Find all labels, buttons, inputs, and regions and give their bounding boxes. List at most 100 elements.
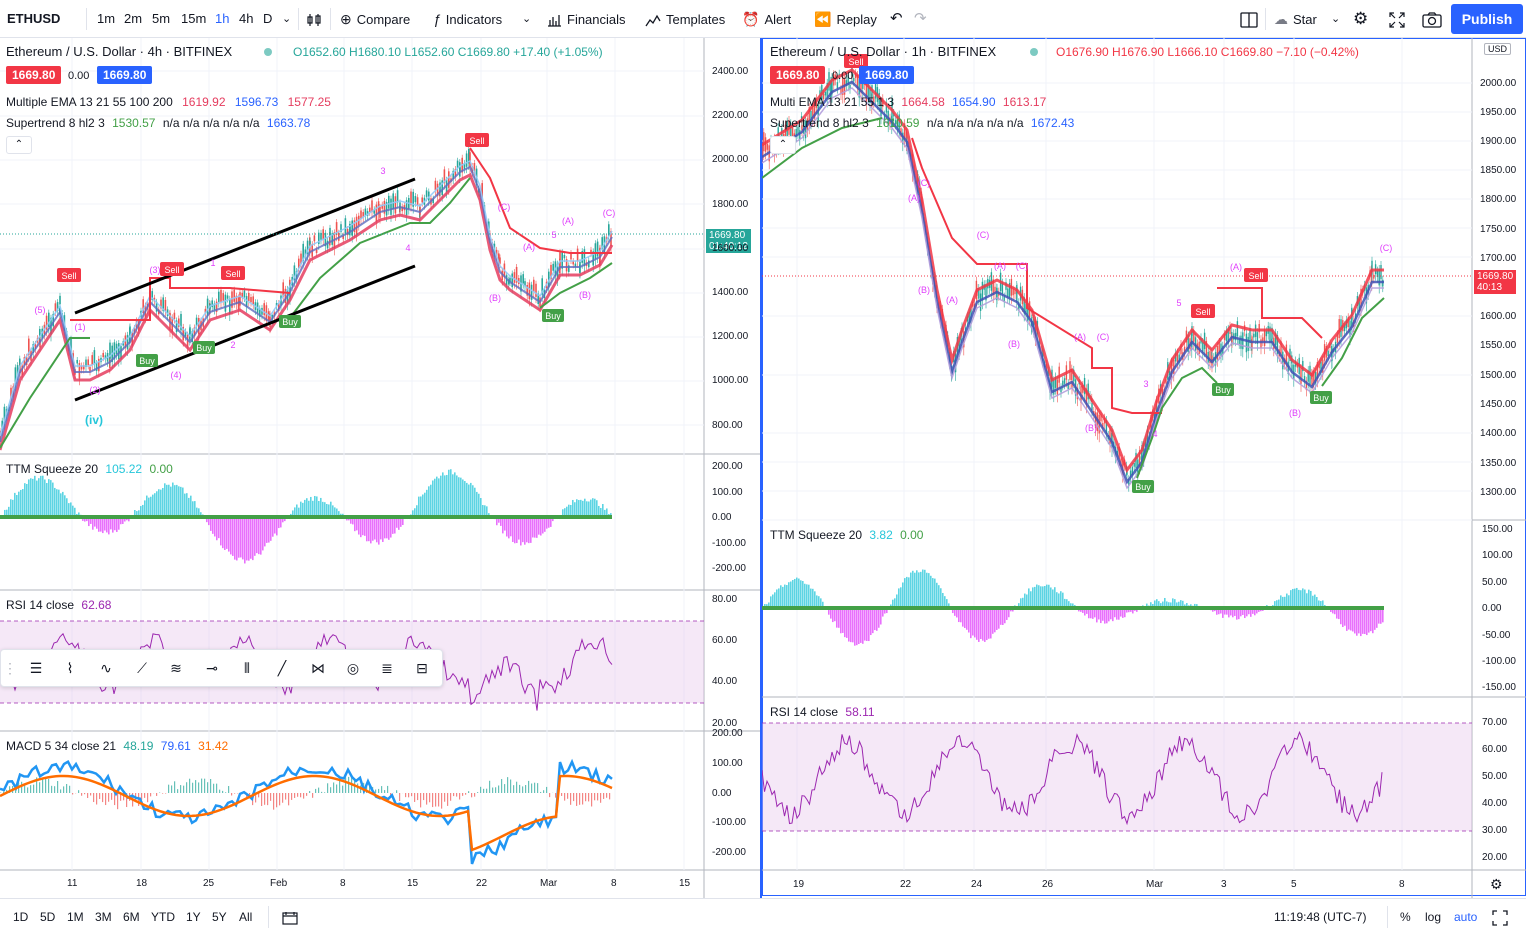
candle-body	[1240, 335, 1242, 349]
horizontal-ray-icon[interactable]: ⊸	[206, 660, 218, 676]
log-toggle[interactable]: log	[1425, 910, 1442, 924]
drawing-toolbar[interactable]: ⋮ ☰ ⌇ ∿ ⟋ ≋ ⊸ ⦀ ╱ ⋈ ◎ ≣ ⊟	[0, 649, 443, 687]
supertrend-legend[interactable]: Supertrend 8 hl2 3 1530.57 n/a n/a n/a n…	[6, 116, 310, 130]
fib-channel-icon[interactable]: ≣	[381, 660, 393, 676]
interval-1m[interactable]: 1m	[97, 11, 116, 26]
camera-icon[interactable]	[1422, 0, 1442, 38]
macd-histogram-bar	[126, 793, 128, 808]
undo-icon[interactable]: ↶	[890, 10, 903, 27]
interval-15m[interactable]: 15m	[181, 11, 207, 26]
chart-separator[interactable]	[760, 38, 762, 898]
left-chart[interactable]: (5) (1) (2) (3) (4) 1 2 3 4 5 (A) (B) (C) (B) (A) (C) (i…	[0, 38, 760, 898]
horizontal-lines-icon[interactable]: ☰	[29, 660, 43, 676]
supertrend-line	[911, 137, 1162, 414]
ttm-legend[interactable]: TTM Squeeze 20 105.22 0.00	[6, 462, 173, 476]
ttm-bar	[586, 501, 588, 517]
right-chart[interactable]: (C) (A) (B) (A) (C) (A) (C) (B) (A) (C) (B) 3 4 5 (A) (…	[762, 38, 1526, 898]
candle-body	[1102, 423, 1104, 429]
vertical-lines-icon[interactable]: ⦀	[243, 660, 251, 676]
symbol-search[interactable]: ETHUSD	[7, 11, 61, 26]
date-range-icon[interactable]	[282, 899, 298, 935]
star-button[interactable]: ☁ Star	[1274, 0, 1317, 38]
buy-price-badge[interactable]: 1669.80	[859, 66, 915, 84]
wave-label: (C)	[1016, 261, 1029, 271]
publish-button[interactable]: Publish	[1451, 4, 1523, 34]
ttm-bar	[182, 487, 184, 517]
pattern-icon[interactable]: ⋈	[311, 660, 325, 676]
macd-histogram-bar	[195, 780, 197, 793]
ttm-legend[interactable]: TTM Squeeze 20 3.82 0.00	[770, 528, 923, 542]
rsi-legend[interactable]: RSI 14 close 62.68	[6, 598, 111, 612]
replay-button[interactable]: ⏪ Replay	[814, 0, 877, 38]
range-5y[interactable]: 5Y	[212, 910, 227, 924]
layout-icon[interactable]	[1240, 0, 1258, 38]
interval-5m[interactable]: 5m	[152, 11, 171, 26]
clock-timezone[interactable]: 11:19:48 (UTC-7)	[1274, 910, 1367, 924]
compare-button[interactable]: ⊕ Compare	[340, 0, 410, 38]
range-5d[interactable]: 5D	[40, 910, 56, 924]
ema-legend[interactable]: Multi EMA 13 21 55 1 3 1664.58 1654.90 1…	[770, 95, 1046, 109]
elliott-wave-icon[interactable]: ∿	[100, 660, 112, 676]
chevron-down-icon[interactable]: ⌄	[1331, 13, 1341, 25]
financials-button[interactable]: Financials	[547, 0, 626, 38]
indicators-button[interactable]: ƒ Indicators	[433, 0, 502, 38]
macd-histogram-bar	[114, 793, 116, 806]
gann-icon[interactable]: ◎	[346, 660, 360, 676]
redo-icon[interactable]: ↷	[914, 10, 927, 27]
templates-button[interactable]: Templates	[645, 0, 725, 38]
ttm-bar	[1146, 603, 1148, 608]
sell-price-badge[interactable]: 1669.80	[770, 66, 826, 84]
right-chart-canvas[interactable]: (C) (A) (B) (A) (C) (A) (C) (B) (A) (C) (B) 3 4 5 (A) (…	[762, 38, 1526, 898]
wave-pattern-icon[interactable]: ⌇	[66, 660, 74, 676]
candle-body	[93, 350, 96, 365]
chart-type-icon[interactable]	[306, 0, 322, 38]
auto-toggle[interactable]: auto	[1454, 910, 1478, 924]
interval-2m[interactable]: 2m	[124, 11, 143, 26]
collapse-legend-icon[interactable]: ⌃	[6, 136, 32, 154]
currency-label[interactable]: USD	[1484, 43, 1512, 55]
drag-handle-icon[interactable]: ⋮	[3, 660, 17, 676]
chevron-down-icon[interactable]: ⌄	[522, 13, 532, 25]
supertrend-legend[interactable]: Supertrend 8 hl2 3 1610.59 n/a n/a n/a n…	[770, 116, 1074, 130]
fib-icon[interactable]: ≋	[170, 660, 182, 676]
gear-icon[interactable]: ⚙	[1353, 9, 1369, 28]
sell-price-badge[interactable]: 1669.80	[6, 66, 62, 84]
parallel-channel-icon[interactable]: ⊟	[416, 660, 428, 676]
expand-icon[interactable]	[1492, 899, 1508, 935]
rsi-legend[interactable]: RSI 14 close 58.11	[770, 705, 875, 719]
range-ytd[interactable]: YTD	[151, 910, 175, 924]
supertrend-value-2: 1663.78	[266, 116, 311, 130]
candle-body	[425, 190, 428, 197]
candle-body	[160, 299, 162, 309]
fullscreen-icon[interactable]	[1389, 0, 1405, 38]
line-tool-icon[interactable]: ╱	[277, 660, 287, 676]
ttm-bar	[1374, 608, 1376, 630]
wave-label-iv: (iv)	[85, 413, 103, 427]
interval-1h[interactable]: 1h	[215, 11, 230, 26]
macd-histogram-bar	[174, 781, 176, 793]
candle-body	[1178, 354, 1180, 363]
ema-legend[interactable]: Multiple EMA 13 21 55 100 200 1619.92 15…	[6, 95, 331, 109]
collapse-legend-icon[interactable]: ⌃	[770, 136, 796, 154]
alert-button[interactable]: ⏰ Alert	[742, 0, 791, 38]
buy-price-badge[interactable]: 1669.80	[97, 66, 153, 84]
macd-legend[interactable]: MACD 5 34 close 21 48.19 79.61 31.42	[6, 739, 228, 753]
trend-line-icon[interactable]: ⟋	[137, 660, 147, 676]
percent-toggle[interactable]: %	[1400, 910, 1411, 924]
range-1y[interactable]: 1Y	[186, 910, 201, 924]
ttm-bar	[240, 517, 242, 558]
rsi-band	[762, 723, 1472, 831]
supertrend-line	[1217, 287, 1323, 339]
range-all[interactable]: All	[239, 910, 253, 924]
chevron-down-icon[interactable]: ⌄	[282, 13, 292, 25]
range-1d[interactable]: 1D	[13, 910, 29, 924]
range-1m[interactable]: 1M	[67, 910, 84, 924]
time-tick-label: Mar	[1146, 879, 1164, 890]
left-chart-canvas[interactable]: (5) (1) (2) (3) (4) 1 2 3 4 5 (A) (B) (C) (B) (A) (C) (i…	[0, 38, 760, 898]
interval-d[interactable]: D	[263, 11, 273, 26]
interval-4h[interactable]: 4h	[239, 11, 254, 26]
range-3m[interactable]: 3M	[95, 910, 112, 924]
macd-histogram-bar	[543, 790, 545, 793]
range-6m[interactable]: 6M	[123, 910, 140, 924]
gear-icon[interactable]: ⚙	[1490, 876, 1503, 892]
